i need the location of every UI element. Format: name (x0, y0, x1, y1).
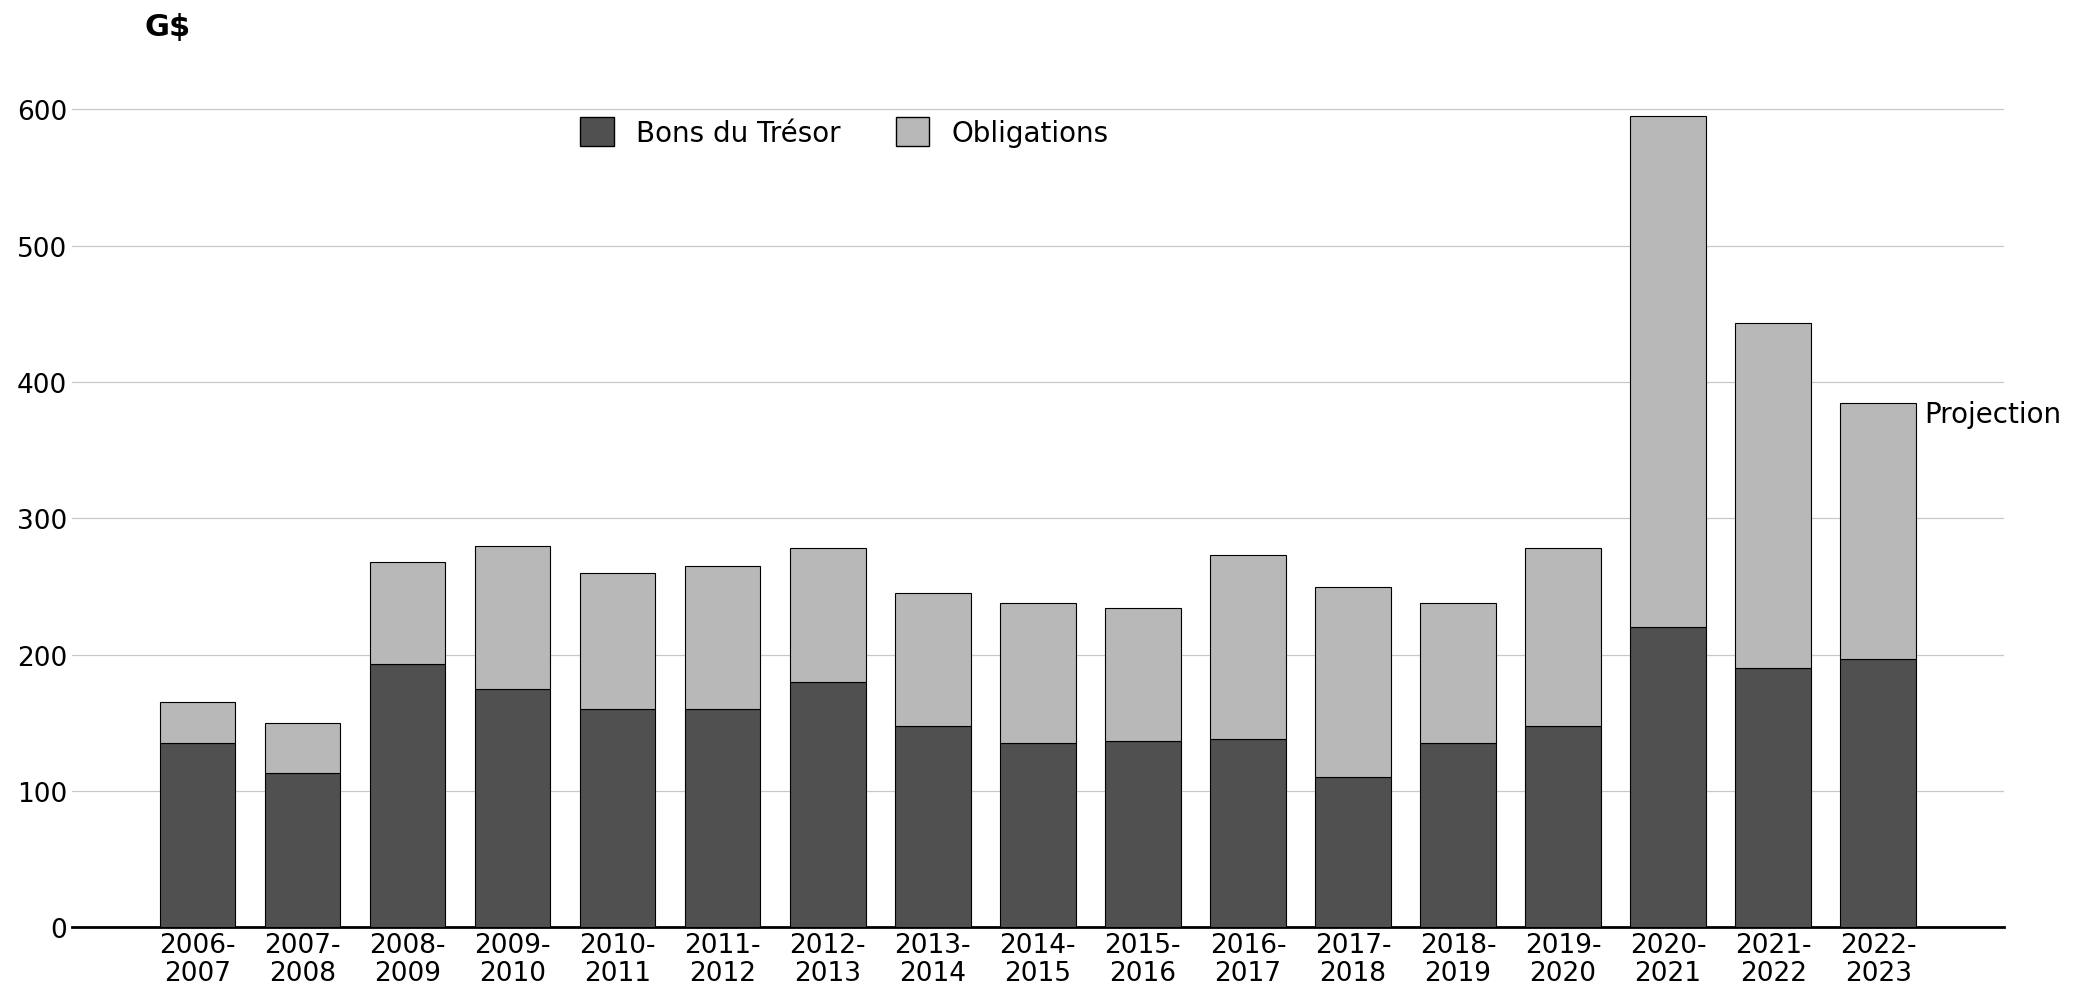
Bar (1211, 556, 1286, 739)
Bar (579, 709, 654, 928)
Bar (1420, 604, 1495, 743)
Bar (159, 743, 234, 928)
Bar (1104, 741, 1181, 928)
Bar (159, 703, 234, 743)
Bar (1631, 117, 1706, 628)
Bar (1840, 403, 1915, 659)
Bar (790, 682, 866, 928)
Bar (790, 549, 866, 682)
Bar (370, 665, 445, 928)
Bar (895, 594, 970, 726)
Bar (266, 723, 341, 773)
Bar (1524, 726, 1602, 928)
Bar (370, 563, 445, 665)
Bar (1104, 609, 1181, 741)
Bar (1315, 777, 1391, 928)
Bar (1736, 669, 1811, 928)
Text: Projection: Projection (1924, 400, 2062, 428)
Bar (1315, 587, 1391, 777)
Bar (999, 743, 1075, 928)
Bar (579, 574, 654, 709)
Bar (895, 726, 970, 928)
Bar (686, 709, 761, 928)
Bar (475, 689, 550, 928)
Legend: Bons du Trésor, Obligations: Bons du Trésor, Obligations (581, 118, 1108, 147)
Bar (266, 773, 341, 928)
Bar (1736, 324, 1811, 669)
Bar (1840, 659, 1915, 928)
Bar (475, 547, 550, 689)
Bar (999, 604, 1075, 743)
Bar (1631, 628, 1706, 928)
Bar (1420, 743, 1495, 928)
Bar (1211, 739, 1286, 928)
Bar (686, 567, 761, 709)
Text: G$: G$ (144, 13, 190, 42)
Bar (1524, 549, 1602, 726)
